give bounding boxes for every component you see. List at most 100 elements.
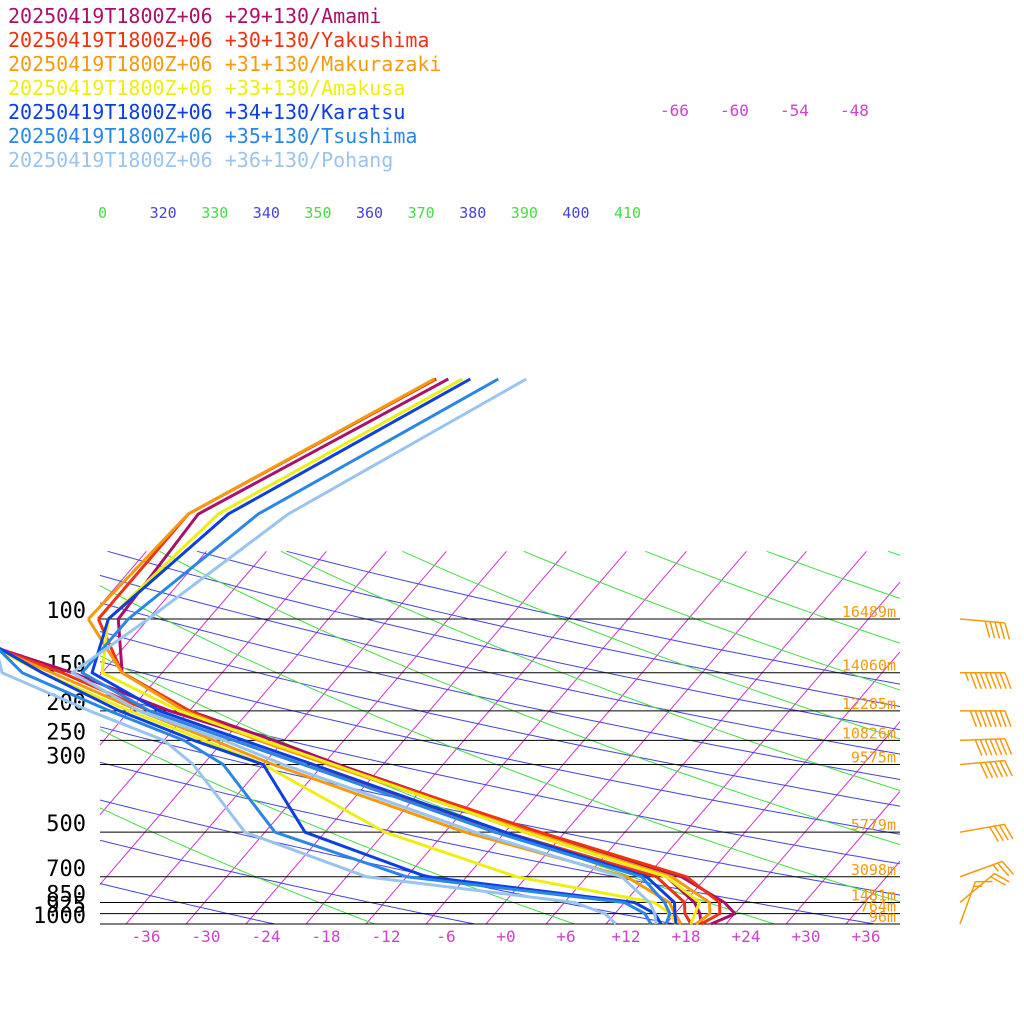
wind-barb-feather — [1004, 738, 1013, 755]
wind-barb-feather — [989, 761, 999, 778]
upper-isotherm-label: -60 — [720, 101, 749, 120]
dry-adiabat — [286, 550, 901, 685]
pressure-label: 500 — [46, 812, 86, 837]
height-label: 12285m — [842, 695, 896, 713]
wind-barb-feather — [999, 738, 1008, 756]
wind-barb-feather — [994, 761, 1004, 778]
upper-isotherm-label: -48 — [840, 101, 869, 120]
moist-adiabat — [523, 550, 901, 691]
dry-adiabats — [99, 550, 901, 925]
moist-adiabat — [99, 585, 901, 903]
pressure-label: 700 — [46, 857, 86, 882]
wind-barb-half-feather — [992, 864, 1000, 872]
wind-barb — [959, 860, 1014, 878]
temperature-tick-label: -6 — [436, 927, 455, 946]
wind-barb-feather — [994, 738, 1003, 756]
theta-label: 350 — [304, 204, 331, 222]
upper-tail-line-5 — [127, 377, 500, 621]
pressure-label: 850 — [46, 882, 86, 907]
dry-adiabat — [99, 761, 875, 925]
wind-barb — [959, 823, 1014, 843]
wind-barb — [959, 738, 1013, 756]
dry-adiabat — [99, 661, 901, 835]
upper-tail-line-3 — [107, 377, 464, 621]
wind-barb-feather — [999, 672, 1007, 689]
temperature-tick-label: +36 — [852, 927, 881, 946]
wind-barb-staff — [959, 823, 1005, 833]
wind-barb-feather — [999, 760, 1008, 777]
wind-barb-staff — [959, 759, 1005, 766]
theta-label: 410 — [614, 204, 641, 222]
wind-barb-feather — [1004, 672, 1012, 689]
height-label: 764m — [860, 898, 896, 916]
theta-label: 320 — [150, 204, 177, 222]
temperature-tick-label: +0 — [496, 927, 515, 946]
temperature-tick-label: +24 — [732, 927, 761, 946]
dewpoint-line-3 — [0, 649, 678, 925]
wind-barb-feather — [994, 621, 1001, 639]
isotherm-line — [245, 551, 567, 925]
isotherm-line — [725, 721, 901, 925]
moist-adiabat — [99, 807, 375, 925]
legend-entry: 20250419T1800Z+06 +30+130/Yakushima — [8, 28, 429, 52]
legend-entry: 20250419T1800Z+06 +36+130/Pohang — [8, 148, 393, 172]
wind-barb-feather — [979, 762, 989, 779]
wind-barb-feather — [974, 739, 983, 756]
wind-barb-feather — [998, 824, 1009, 841]
theta-label: 360 — [356, 204, 383, 222]
wind-barb — [960, 710, 1012, 728]
isotherm-line — [125, 551, 447, 925]
isotherm-line — [365, 551, 687, 925]
theta-label: 330 — [201, 204, 228, 222]
moist-adiabat — [280, 550, 901, 791]
wind-barb-feather — [994, 710, 1002, 728]
moist-adiabat — [159, 550, 901, 846]
wind-barb-feather — [1003, 823, 1014, 840]
height-label: 96m — [869, 908, 896, 926]
dry-adiabat — [99, 631, 901, 807]
theta-label: 340 — [253, 204, 280, 222]
temperature-line-6 — [70, 617, 658, 925]
temperature-tick-label: -30 — [192, 927, 221, 946]
upper-tail-line-2 — [87, 377, 436, 621]
dry-adiabat — [99, 883, 275, 925]
moist-adiabat — [766, 550, 901, 599]
pressure-label: 100 — [46, 599, 86, 624]
temperature-tick-label: +12 — [612, 927, 641, 946]
wind-barb-half-feather — [964, 672, 970, 681]
wind-barb — [959, 872, 1010, 904]
wind-barb-feather — [969, 710, 978, 728]
wind-barb-staff — [959, 872, 995, 904]
wind-barb-feather — [974, 710, 983, 728]
temperature-tick-label: -36 — [132, 927, 161, 946]
theta-label: 390 — [511, 204, 538, 222]
height-label: 10826m — [842, 724, 896, 742]
pressure-label: 1000 — [33, 904, 86, 929]
temperature-line-5 — [80, 618, 672, 925]
dewpoint-line-4 — [0, 646, 663, 925]
dry-adiabat — [196, 550, 901, 707]
dry-adiabat — [99, 574, 901, 755]
wind-barb-staff — [959, 738, 1005, 742]
isotherm-line — [99, 551, 327, 816]
isotherm-line — [99, 551, 387, 885]
dewpoint-line-5 — [0, 648, 653, 925]
temperature-tick-label: +18 — [672, 927, 701, 946]
wind-barb — [959, 618, 1011, 640]
wind-barb-feather — [989, 672, 997, 689]
pressure-label: 250 — [46, 720, 86, 745]
wind-barb-feather — [979, 672, 987, 689]
wind-barb-feather — [984, 710, 992, 728]
dry-adiabat — [99, 726, 901, 896]
wind-barb-feather — [994, 672, 1002, 689]
height-label: 3098m — [851, 861, 896, 879]
temperature-line-4 — [90, 618, 678, 925]
height-label: 9575m — [851, 749, 896, 767]
moist-adiabat — [402, 550, 901, 740]
wind-barb-feather — [969, 672, 978, 689]
wind-barb-feather — [999, 622, 1006, 640]
wind-barb-feather — [979, 710, 987, 728]
wind-barb-staff — [959, 618, 1005, 624]
height-label: 14060m — [842, 657, 896, 675]
isotherm-line — [665, 651, 901, 925]
